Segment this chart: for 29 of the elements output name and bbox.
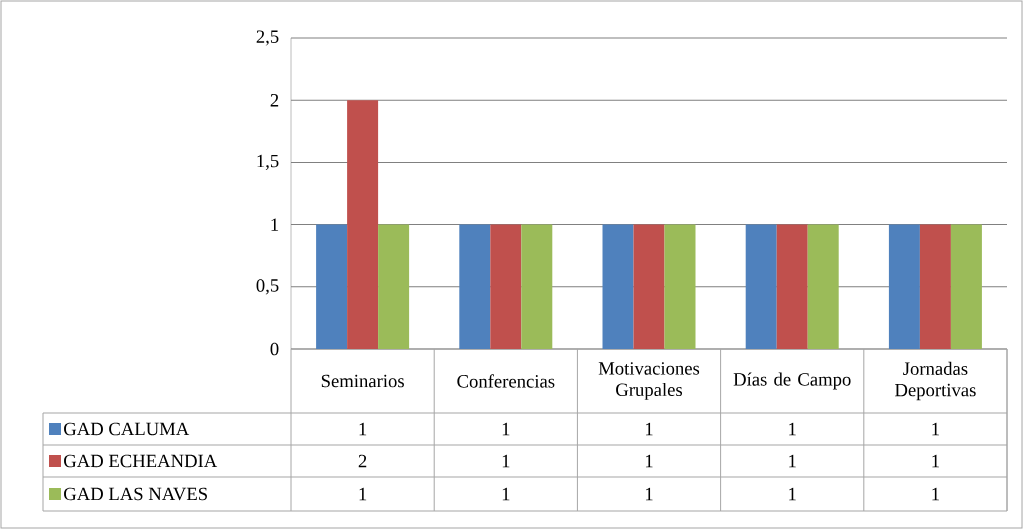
x-tick-label: Seminarios — [321, 374, 404, 388]
x-tick-label: Motivaciones Grupales — [598, 362, 700, 400]
data-label: 1 — [789, 487, 796, 501]
data-label: 1 — [789, 422, 796, 436]
data-label: 1 — [502, 454, 510, 468]
y-tick-label: 0 — [270, 342, 279, 356]
data-label: 1 — [789, 454, 796, 468]
data-label: 1 — [932, 454, 939, 468]
y-tick-label: 1,5 — [257, 154, 279, 170]
legend-label: GAD CALUMA — [64, 422, 190, 436]
y-tick-label: 0,5 — [256, 279, 279, 295]
data-label: 1 — [932, 422, 939, 436]
x-tick-label: Días de Campo — [733, 372, 851, 390]
legend-label: GAD ECHEANDIA — [64, 454, 218, 468]
legend-label: GAD LAS NAVES — [64, 487, 207, 501]
data-label: 1 — [359, 422, 367, 436]
data-label: 2 — [358, 454, 367, 468]
y-tick-label: 1 — [271, 218, 279, 231]
data-label: 1 — [502, 487, 510, 501]
data-label: 1 — [502, 422, 510, 436]
x-tick-label: Conferencias — [457, 374, 555, 388]
data-label: 1 — [932, 487, 939, 501]
x-tick-label: Jornadas Deportivas — [895, 361, 976, 401]
y-tick-label: 2,5 — [256, 30, 279, 46]
data-label: 1 — [645, 487, 653, 501]
data-label: 1 — [645, 454, 653, 468]
data-label: 1 — [359, 487, 367, 501]
y-tick-label: 2 — [270, 94, 279, 107]
data-label: 1 — [645, 422, 653, 436]
